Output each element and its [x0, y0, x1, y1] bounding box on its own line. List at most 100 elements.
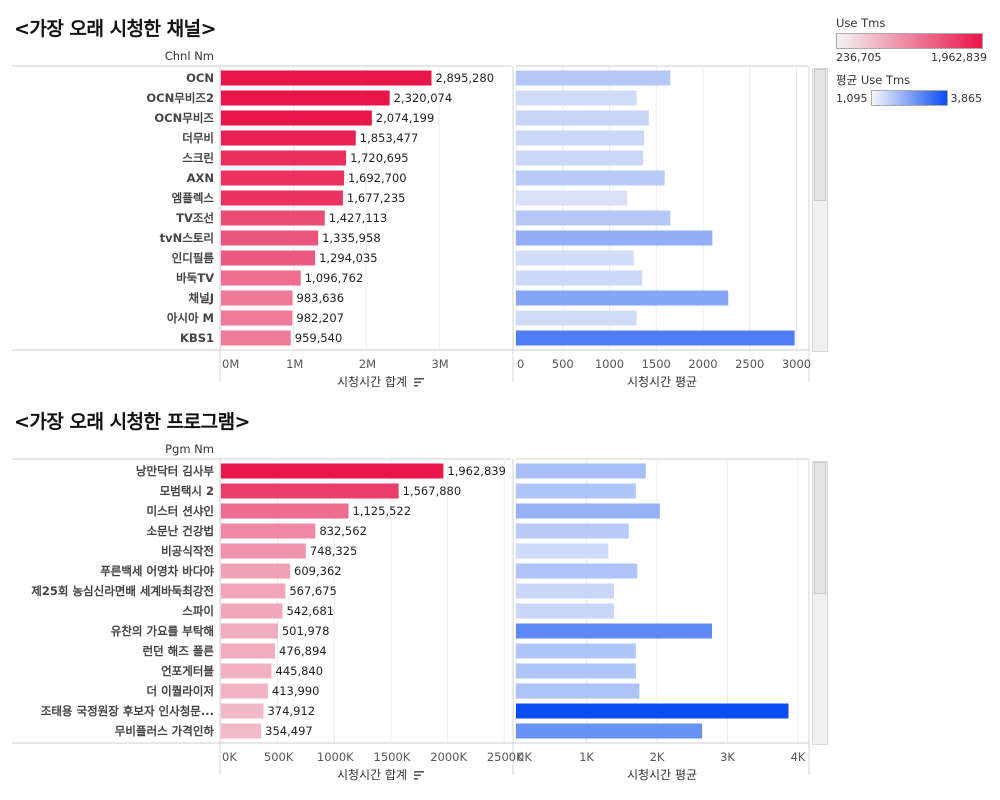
category-label[interactable]: 비공식작전 — [161, 544, 214, 558]
category-label[interactable]: KBS1 — [180, 331, 214, 345]
avg-bar[interactable] — [516, 583, 614, 599]
sum-bar[interactable] — [221, 543, 306, 559]
sort-descending-icon[interactable] — [414, 771, 424, 780]
category-label[interactable]: OCN무비즈2 — [146, 91, 214, 105]
avg-bar[interactable] — [516, 290, 729, 306]
sum-data-label: 1,962,839 — [447, 464, 506, 478]
avg-bar[interactable] — [516, 310, 637, 326]
sum-bar[interactable] — [221, 290, 293, 306]
avg-bar[interactable] — [516, 723, 703, 739]
x-tick-label: 0K — [222, 750, 237, 764]
avg-bar[interactable] — [516, 70, 671, 86]
x-tick-label: 1000 — [595, 357, 624, 371]
avg-bar[interactable] — [516, 190, 628, 206]
sum-bar[interactable] — [221, 643, 276, 659]
category-label[interactable]: 제25회 농심신라면배 세계바둑최강전 — [31, 584, 214, 598]
avg-bar[interactable] — [516, 543, 609, 559]
avg-bar[interactable] — [516, 483, 636, 499]
avg-bar[interactable] — [516, 643, 636, 659]
channel-scroll-thumb[interactable] — [814, 69, 826, 201]
sum-bar[interactable] — [221, 190, 343, 206]
category-label[interactable]: TV조선 — [176, 211, 214, 225]
category-label[interactable]: 런던 해즈 폴른 — [143, 644, 215, 658]
sum-bar[interactable] — [221, 523, 316, 539]
avg-bar[interactable] — [516, 90, 637, 106]
category-label[interactable]: AXN — [187, 171, 214, 185]
sum-bar[interactable] — [221, 110, 372, 126]
avg-bar[interactable] — [516, 703, 789, 719]
avg-bar[interactable] — [516, 503, 660, 519]
category-label[interactable]: 무비플러스 가격인하 — [115, 724, 215, 738]
sum-bar[interactable] — [221, 70, 432, 86]
category-label[interactable]: 낭만닥터 김사부 — [136, 464, 214, 478]
sum-bar[interactable] — [221, 170, 345, 186]
avg-bar[interactable] — [516, 270, 643, 286]
avg-bar[interactable] — [516, 210, 671, 226]
category-label[interactable]: 엠플렉스 — [172, 191, 215, 205]
sum-bar[interactable] — [221, 703, 264, 719]
category-label[interactable]: tvN스토리 — [160, 231, 214, 245]
avg-bar[interactable] — [516, 150, 644, 166]
legend-title: Use Tms — [836, 16, 886, 30]
category-label[interactable]: 스크린 — [182, 151, 214, 165]
avg-bar[interactable] — [516, 170, 665, 186]
sum-bar[interactable] — [221, 270, 301, 286]
category-label[interactable]: 아시아 M — [167, 311, 214, 325]
category-label[interactable]: 조태용 국정원장 후보자 인사청문... — [41, 704, 214, 718]
category-label[interactable]: 소문난 건강법 — [147, 524, 214, 538]
channel-scrollbar[interactable] — [812, 68, 828, 352]
sum-bar[interactable] — [221, 583, 286, 599]
x-tick-label: 0K — [517, 750, 532, 764]
sum-bar[interactable] — [221, 90, 390, 106]
x-tick-label: 3K — [720, 750, 735, 764]
avg-bar[interactable] — [516, 683, 640, 699]
sum-data-label: 374,912 — [267, 704, 315, 718]
sum-bar[interactable] — [221, 230, 319, 246]
category-label[interactable]: OCN — [186, 71, 214, 85]
category-label[interactable]: 더 이퀄라이저 — [147, 684, 214, 698]
sum-bar[interactable] — [221, 330, 291, 346]
category-label[interactable]: 더무비 — [182, 131, 214, 145]
dimension-header: Chnl Nm — [165, 49, 214, 63]
category-label[interactable]: 바둑TV — [176, 271, 214, 285]
category-label[interactable]: 모범택시 2 — [160, 484, 214, 498]
avg-bar[interactable] — [516, 523, 629, 539]
sum-bar[interactable] — [221, 623, 278, 639]
category-label[interactable]: 미스터 션샤인 — [147, 504, 214, 518]
avg-bar[interactable] — [516, 563, 638, 579]
sum-data-label: 1,427,113 — [329, 211, 388, 225]
sum-bar[interactable] — [221, 603, 283, 619]
sum-bar[interactable] — [221, 503, 349, 519]
sum-bar[interactable] — [221, 310, 293, 326]
sum-bar[interactable] — [221, 463, 444, 479]
avg-bar[interactable] — [516, 250, 634, 266]
avg-bar[interactable] — [516, 330, 795, 346]
category-label[interactable]: 채널J — [189, 291, 214, 305]
sum-bar[interactable] — [221, 210, 325, 226]
sum-bar[interactable] — [221, 683, 268, 699]
program-scroll-thumb[interactable] — [814, 462, 826, 594]
avg-bar[interactable] — [516, 663, 636, 679]
sum-bar[interactable] — [221, 250, 316, 266]
sum-bar[interactable] — [221, 563, 291, 579]
sum-bar[interactable] — [221, 130, 356, 146]
category-label[interactable]: OCN무비즈 — [154, 111, 214, 125]
sort-descending-icon[interactable] — [414, 378, 424, 387]
category-label[interactable]: 푸른백세 어영차 바다야 — [100, 564, 214, 578]
avg-bar[interactable] — [516, 603, 614, 619]
avg-bar[interactable] — [516, 130, 645, 146]
category-label[interactable]: 유찬의 가요를 부탁해 — [111, 624, 214, 638]
category-label[interactable]: 스파이 — [182, 604, 214, 618]
program-scrollbar[interactable] — [812, 461, 828, 745]
avg-bar[interactable] — [516, 110, 649, 126]
legend-title: 평균 Use Tms — [836, 73, 911, 87]
sum-bar[interactable] — [221, 150, 347, 166]
category-label[interactable]: 언포게터블 — [161, 664, 214, 678]
avg-bar[interactable] — [516, 623, 712, 639]
avg-bar[interactable] — [516, 230, 713, 246]
sum-bar[interactable] — [221, 483, 399, 499]
category-label[interactable]: 인디필름 — [172, 251, 215, 265]
avg-bar[interactable] — [516, 463, 646, 479]
sum-bar[interactable] — [221, 723, 262, 739]
sum-bar[interactable] — [221, 663, 272, 679]
